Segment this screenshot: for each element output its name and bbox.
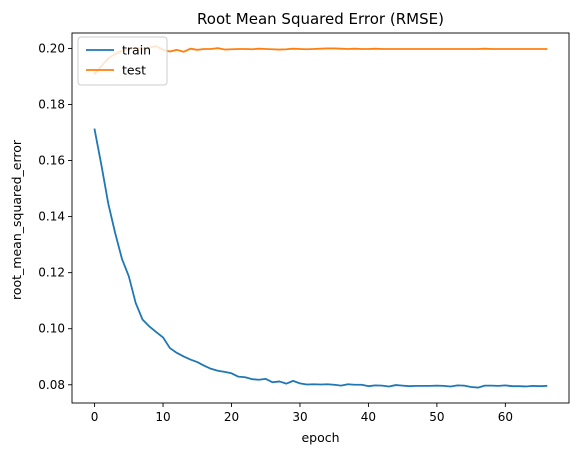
x-tick-label: 30 — [292, 410, 307, 424]
y-tick-label: 0.18 — [38, 97, 65, 111]
y-tick-label: 0.20 — [38, 41, 65, 55]
plot-layer — [93, 45, 548, 389]
x-tick-label: 10 — [155, 410, 170, 424]
x-tick-label: 20 — [224, 410, 239, 424]
series-line-train — [93, 128, 548, 389]
y-tick-label: 0.16 — [38, 154, 65, 168]
x-tick-label: 40 — [361, 410, 376, 424]
series-line-test — [93, 45, 548, 75]
legend-box — [77, 36, 168, 86]
legend: train test — [77, 36, 168, 86]
x-tick-label: 0 — [91, 410, 99, 424]
y-tick-label: 0.14 — [38, 210, 65, 224]
chart-title: Root Mean Squared Error (RMSE) — [197, 10, 444, 28]
legend-label-test: test — [122, 63, 146, 78]
y-tick-label: 0.10 — [38, 322, 65, 336]
x-axis-label: epoch — [301, 430, 339, 445]
x-tick-label: 50 — [429, 410, 444, 424]
legend-label-train: train — [122, 43, 151, 58]
y-tick-label: 0.08 — [38, 378, 65, 392]
x-tick-label: 60 — [498, 410, 513, 424]
axes-frame — [71, 32, 570, 404]
y-tick-label: 0.12 — [38, 266, 65, 280]
axes-layer: 0 10 20 30 40 50 60 0.08 0.10 0.12 0.14 0.16 0.18 0.2… — [38, 32, 570, 424]
y-axis-label: root_mean_squared_error — [9, 139, 24, 300]
